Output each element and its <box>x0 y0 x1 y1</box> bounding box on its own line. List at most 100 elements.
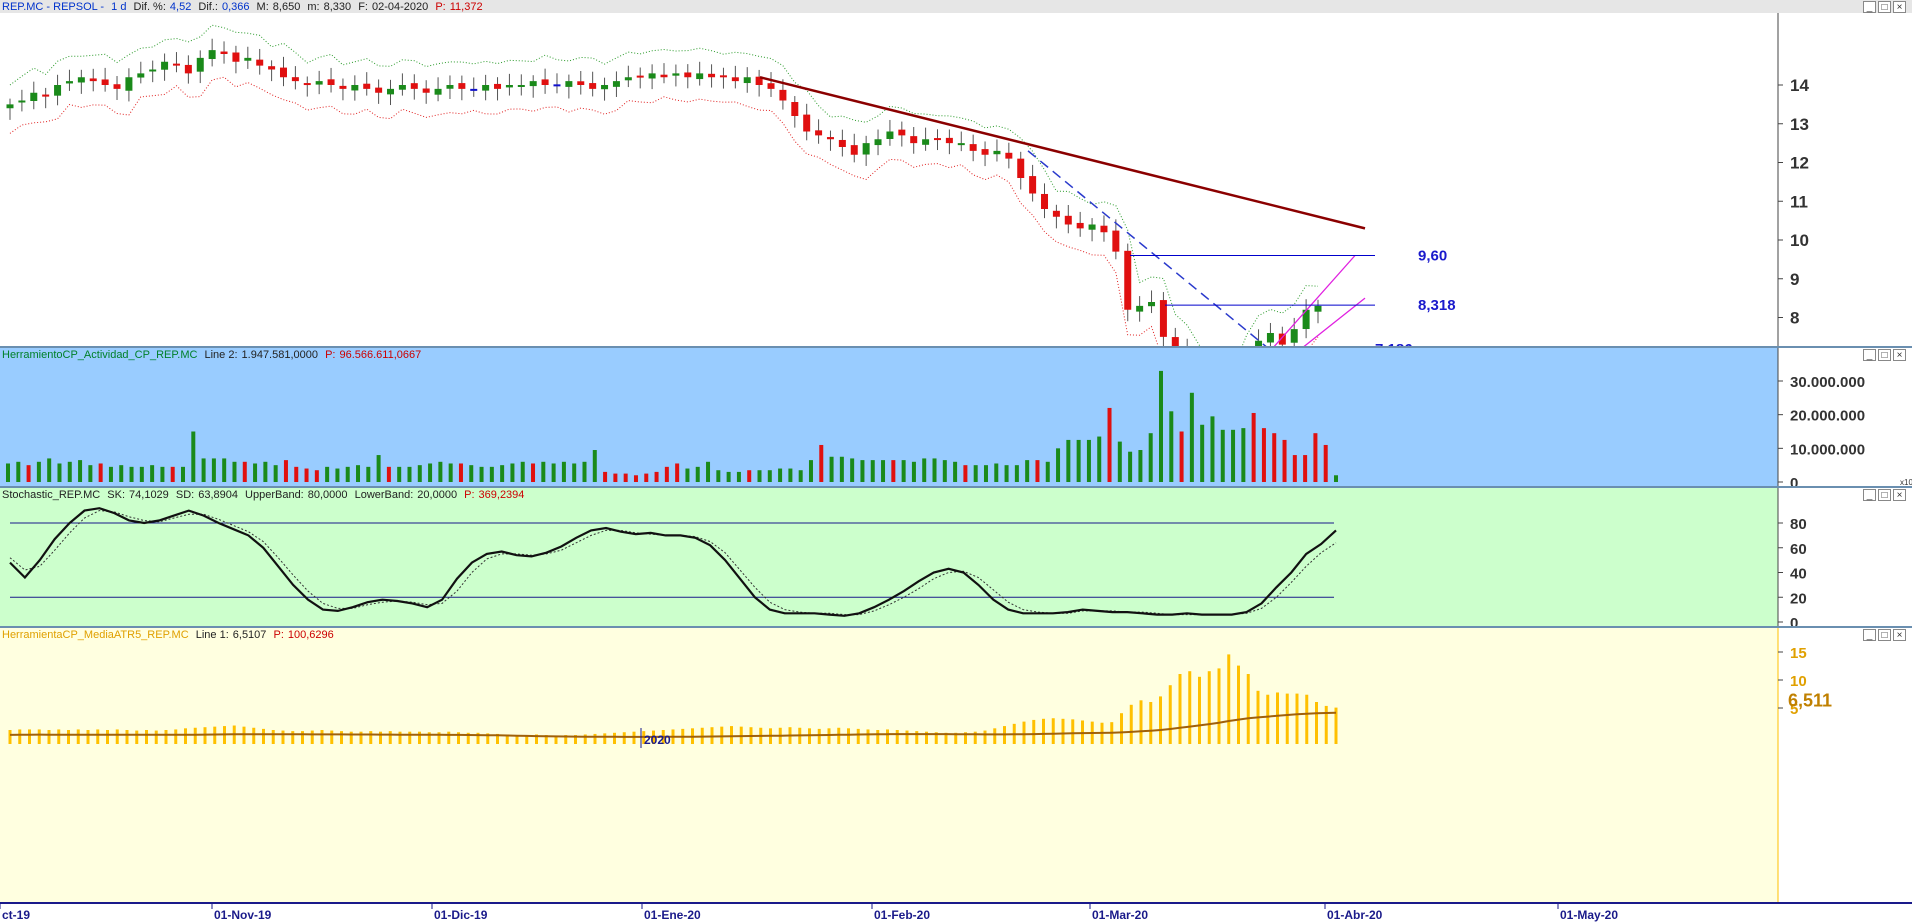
volume-bar <box>1014 465 1019 482</box>
volume-bar <box>994 463 999 482</box>
atr-bar <box>983 730 987 744</box>
y-tick-label: 14 <box>1790 76 1809 95</box>
atr-bar <box>944 732 948 744</box>
candle-body <box>862 143 870 155</box>
channel-lower-line <box>1303 297 1366 346</box>
maximize-icon[interactable]: □ <box>1878 349 1891 361</box>
close-icon[interactable]: × <box>1893 1 1906 13</box>
x-tick-label: ct-19 <box>2 908 30 922</box>
candle-body <box>743 77 751 84</box>
volume-bar <box>541 461 546 482</box>
atr-bar <box>1178 674 1182 744</box>
atr-bar <box>135 730 139 744</box>
atr-panel: 5 10 15 6,511 2020 HerramientaCP_MediaATR5_R… <box>0 626 1912 904</box>
atr-bar <box>1032 719 1036 744</box>
y-axis-strip <box>1778 488 1912 628</box>
atr-bar <box>730 726 733 744</box>
atr-bar <box>301 731 304 744</box>
atr-bar <box>1276 692 1279 744</box>
atr-bar <box>67 730 70 744</box>
volume-bar <box>654 471 659 482</box>
candle-body <box>1124 250 1132 310</box>
candle-body <box>969 144 977 151</box>
minimize-icon[interactable]: _ <box>1863 629 1876 641</box>
volume-bar <box>736 471 741 482</box>
atr-bar <box>515 735 519 744</box>
atr-bar <box>535 734 538 744</box>
atr-bar <box>252 727 256 744</box>
volume-bar <box>201 458 206 482</box>
upper-envelope-line <box>9 24 1319 346</box>
x-tick-label: 01-Feb-20 <box>874 908 930 922</box>
candle-body <box>387 88 395 95</box>
candle-body <box>529 81 537 87</box>
atr-bar <box>476 732 480 744</box>
dif-label: Dif.: <box>198 1 218 13</box>
x-tick-label: 01-Nov-19 <box>214 908 272 922</box>
volume-bar <box>232 461 237 482</box>
volume-bar <box>1107 407 1112 482</box>
atr-bar <box>622 732 626 744</box>
maximize-icon[interactable]: □ <box>1878 1 1891 13</box>
candle-body <box>838 139 846 147</box>
candle-body <box>624 77 632 81</box>
volume-bar <box>304 468 309 482</box>
trendline <box>759 76 1366 230</box>
lower-label: LowerBand: <box>354 489 414 501</box>
candle-body <box>1266 333 1274 343</box>
maximize-icon[interactable]: □ <box>1878 489 1891 501</box>
volume-bar <box>438 461 443 482</box>
candle-body <box>77 77 85 83</box>
atr-bar <box>193 727 197 744</box>
candle-body <box>1148 302 1156 307</box>
close-icon[interactable]: × <box>1893 349 1906 361</box>
close-icon[interactable]: × <box>1893 629 1906 641</box>
minimize-icon[interactable]: _ <box>1863 489 1876 501</box>
minimize-icon[interactable]: _ <box>1863 1 1876 13</box>
year-marker-label: 2020 <box>644 733 671 747</box>
candle-body <box>65 81 73 84</box>
candle-body <box>589 83 597 89</box>
y-tick-label: 0 <box>1790 475 1798 488</box>
atr-bar <box>349 731 353 744</box>
stochastic-p-value: 369,2394 <box>478 489 525 501</box>
volume-bar <box>1117 441 1122 482</box>
atr-bar <box>505 734 509 744</box>
atr-bar <box>856 728 860 744</box>
sk-line <box>9 507 1337 617</box>
atr-bar <box>57 729 61 744</box>
scale-tag: x10 <box>1900 478 1912 487</box>
volume-bar <box>181 466 186 482</box>
close-icon[interactable]: × <box>1893 489 1906 501</box>
atr-bar <box>1295 693 1299 744</box>
volume-bar <box>747 470 752 482</box>
candle-body <box>981 149 989 155</box>
volume-bar <box>767 470 772 482</box>
level-label: 7,186 <box>1375 341 1413 346</box>
p-value: 11,372 <box>449 1 483 13</box>
maximize-icon[interactable]: □ <box>1878 629 1891 641</box>
volume-bar <box>531 463 536 482</box>
price-panel: 8910111213149,608,3187,1865,3www.visualc… <box>0 0 1912 346</box>
stochastic-p-label: P: <box>464 489 475 501</box>
candle-body <box>708 73 716 78</box>
atr-bar <box>486 733 490 744</box>
candle-body <box>398 85 406 90</box>
volume-bar <box>139 466 144 482</box>
volume-bar <box>1128 451 1133 482</box>
atr-bar <box>934 732 938 744</box>
atr-bar <box>379 731 382 744</box>
minimize-icon[interactable]: _ <box>1863 349 1876 361</box>
volume-bar <box>366 466 371 482</box>
volume-bar <box>1272 433 1277 482</box>
y-tick-label: 10.000.000 <box>1790 441 1865 458</box>
volume-bar <box>603 471 608 482</box>
sk-value: 74,1029 <box>129 489 169 501</box>
atr-name: HerramientaCP_MediaATR5_REP.MC <box>2 629 189 641</box>
atr-bar <box>408 731 412 744</box>
candle-body <box>1255 340 1263 346</box>
atr-bar <box>37 729 41 744</box>
y-tick-label: 10 <box>1790 231 1809 250</box>
atr-bar <box>827 728 831 744</box>
volume-bar <box>1282 439 1287 482</box>
